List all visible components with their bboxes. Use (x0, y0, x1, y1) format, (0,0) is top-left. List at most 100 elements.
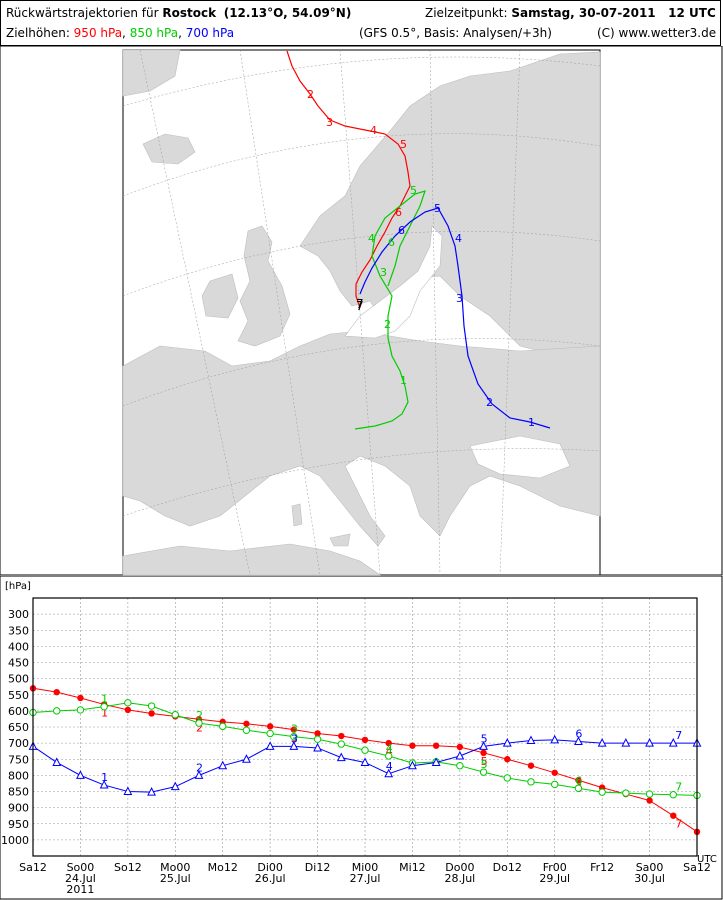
x-tick-label: Sa12 (19, 861, 47, 874)
series-700-hPa: 1 2 3 4 5 6 7 (28, 728, 702, 796)
land-ireland (201, 273, 239, 319)
data-point (361, 746, 369, 754)
map-850-label-4: 4 (368, 232, 375, 245)
data-point (194, 770, 204, 779)
data-point (668, 738, 678, 747)
day-marker-label: 6 (575, 774, 582, 787)
land-scandinavia-russia (299, 51, 601, 357)
data-point (551, 769, 558, 776)
data-point (598, 788, 606, 796)
date-label: 26.Jul (255, 872, 286, 885)
data-point (574, 784, 583, 792)
trajectory-700 (359, 207, 551, 429)
day-marker-label: 1 (101, 706, 108, 719)
day-marker-label: 2 (196, 721, 203, 734)
day-marker-label: 4 (386, 760, 393, 773)
x-tick-label: Sa00 (636, 861, 664, 874)
map-950-label-6: 6 (395, 206, 402, 219)
data-point (170, 781, 180, 791)
landmasses (122, 49, 601, 576)
map-950-label-4: 4 (370, 124, 377, 137)
x-tick-label: So12 (114, 861, 142, 874)
data-point (409, 742, 416, 749)
data-point (479, 741, 488, 750)
x-tick-label: Di12 (305, 861, 331, 874)
header-panel: Rückwärtstrajektorien für Rostock (12.13… (0, 0, 721, 46)
data-point (147, 702, 156, 710)
day-marker-label: 4 (386, 745, 393, 758)
y-axis-label: [hPa] (5, 581, 31, 592)
data-point (338, 732, 345, 740)
data-point (622, 789, 630, 797)
map-950-label-5: 5 (400, 138, 407, 151)
pressure-chart: [hPa] UTC 300 350 400 450 500 550 600 650 700 750… (0, 576, 723, 900)
trajectory-labels: 2 3 4 5 6 7 1 2 3 4 5 6 1 2 3 4 5 6 7 (307, 88, 535, 429)
date-label: 28.Jul (444, 872, 475, 885)
data-point (456, 762, 464, 770)
level-850-label: 850 hPa (129, 26, 179, 40)
map-700-label-3: 3 (456, 292, 463, 305)
map-950-label-3: 3 (326, 116, 333, 129)
trajectory-950 (286, 50, 411, 309)
day-marker-label: 5 (481, 755, 488, 768)
data-point (53, 707, 61, 715)
data-point (431, 757, 441, 766)
data-point (314, 730, 321, 737)
data-point (242, 754, 251, 763)
date-label: 25.Jul (160, 872, 191, 885)
data-point (503, 774, 511, 782)
data-point (504, 756, 511, 763)
data-point (526, 735, 536, 745)
land-sicily (329, 533, 351, 547)
day-marker-label: 1 (101, 693, 108, 706)
x-tick-label: Fr12 (590, 861, 614, 874)
data-point (645, 738, 654, 747)
data-point (575, 777, 582, 784)
land-sardinia (291, 503, 303, 527)
chart-series: 123456712345671234567 (28, 685, 702, 836)
data-point (77, 694, 84, 702)
y-tick-label: 550 (8, 689, 29, 702)
data-point (669, 791, 677, 799)
plot-area (32, 597, 698, 857)
y-tick-label: 500 (8, 673, 29, 686)
x-tick-label: Mi12 (399, 861, 426, 874)
data-point (100, 702, 108, 711)
date-label: 30.Jul (634, 872, 665, 885)
copyright: (C) www.wetter3.de (597, 26, 717, 40)
y-tick-label: 900 (8, 802, 29, 815)
day-marker-label: 7 (675, 781, 682, 794)
map-850-label-6: 6 (388, 236, 395, 249)
data-point (53, 688, 60, 696)
level-700-label: 700 hPa (185, 26, 235, 40)
data-point (455, 750, 465, 760)
data-point (621, 738, 631, 747)
y-tick-label: 1000 (1, 834, 29, 847)
day-marker-label: 5 (481, 758, 488, 771)
data-point (670, 812, 677, 819)
land-greenland (122, 49, 181, 97)
data-point (502, 738, 512, 747)
day-marker-label: 7 (675, 729, 682, 742)
map-700-label-5: 5 (434, 202, 441, 215)
map-700-label-4: 4 (455, 232, 462, 245)
target-time: Samstag, 30-07-2011 12 UTC (511, 6, 716, 20)
model-info: (GFS 0.5°, Basis: Analysen/+3h) (359, 26, 552, 40)
station-coords: (12.13°O, 54.09°N) (223, 6, 352, 20)
data-point (527, 762, 535, 769)
data-point (171, 711, 179, 719)
x-tick-labels: Sa12 So00 So12 Mo00 Mo12 Di00 Di12 Mi00 Mi12 Do00… (19, 861, 711, 896)
trajectory-map: 2 3 4 5 6 7 1 2 3 4 5 6 1 2 3 4 5 6 7 (0, 46, 723, 576)
x-tick-label: Do12 (493, 861, 522, 874)
map-850-label-2: 2 (384, 318, 391, 331)
data-point (76, 706, 85, 714)
day-marker-label: 3 (291, 732, 298, 745)
data-point (360, 757, 370, 766)
data-point (384, 768, 394, 778)
y-tick-label: 750 (8, 753, 29, 766)
data-point (574, 736, 583, 746)
level-950-label: 950 hPa (73, 26, 123, 40)
y-tick-label: 800 (8, 769, 29, 782)
data-point (290, 732, 298, 741)
